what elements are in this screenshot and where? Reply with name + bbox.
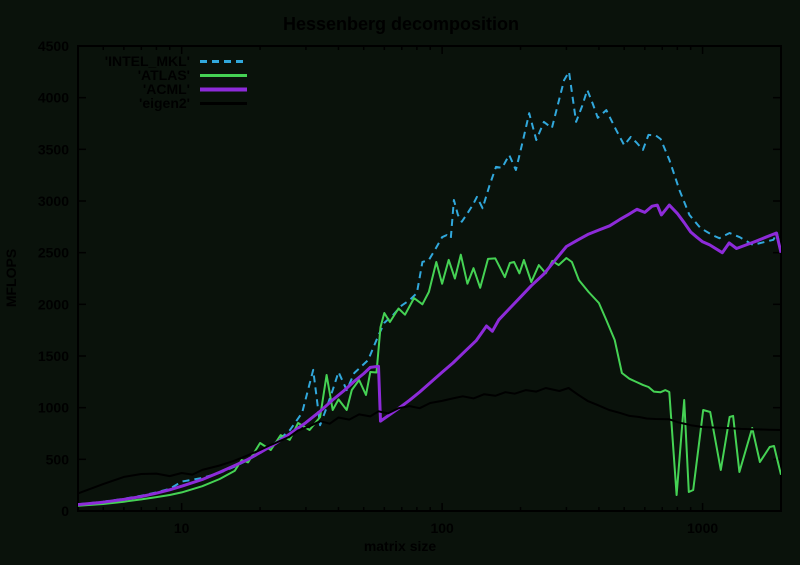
legend-label-ACML: 'ACML' bbox=[143, 81, 190, 97]
series-line-ACML bbox=[78, 203, 781, 507]
y-tick-label: 3500 bbox=[38, 141, 69, 157]
y-tick-label: 0 bbox=[61, 503, 69, 519]
y-tick-label: 2000 bbox=[38, 296, 69, 312]
y-tick-label: 2500 bbox=[38, 245, 69, 261]
plot-area: 10 100 1000 0 500 1000 1500 2000 2500 3000 3500 400… bbox=[38, 38, 782, 536]
x-axis-label: matrix size bbox=[364, 538, 437, 554]
y-tick-label: 3000 bbox=[38, 193, 69, 209]
y-tick-label: 4000 bbox=[38, 90, 69, 106]
y-tick-label: 1500 bbox=[38, 348, 69, 364]
legend-label-INTEL_MKL: 'INTEL_MKL' bbox=[105, 53, 190, 69]
legend-label-ATLAS: 'ATLAS' bbox=[138, 67, 190, 83]
x-tick-label: 100 bbox=[430, 520, 454, 536]
series-line-INTEL_MKL bbox=[78, 70, 781, 506]
y-tick-label: 500 bbox=[46, 451, 70, 467]
legend-label-eigen2: 'eigen2' bbox=[139, 95, 190, 111]
x-tick-label: 1000 bbox=[687, 520, 718, 536]
y-tick-label: 1000 bbox=[38, 400, 69, 416]
y-axis-label: MFLOPS bbox=[3, 249, 19, 307]
y-tick-label: 4500 bbox=[38, 38, 69, 54]
x-tick-label: 10 bbox=[174, 520, 190, 536]
chart-title: Hessenberg decomposition bbox=[283, 14, 519, 34]
series-line-eigen2 bbox=[78, 387, 781, 495]
